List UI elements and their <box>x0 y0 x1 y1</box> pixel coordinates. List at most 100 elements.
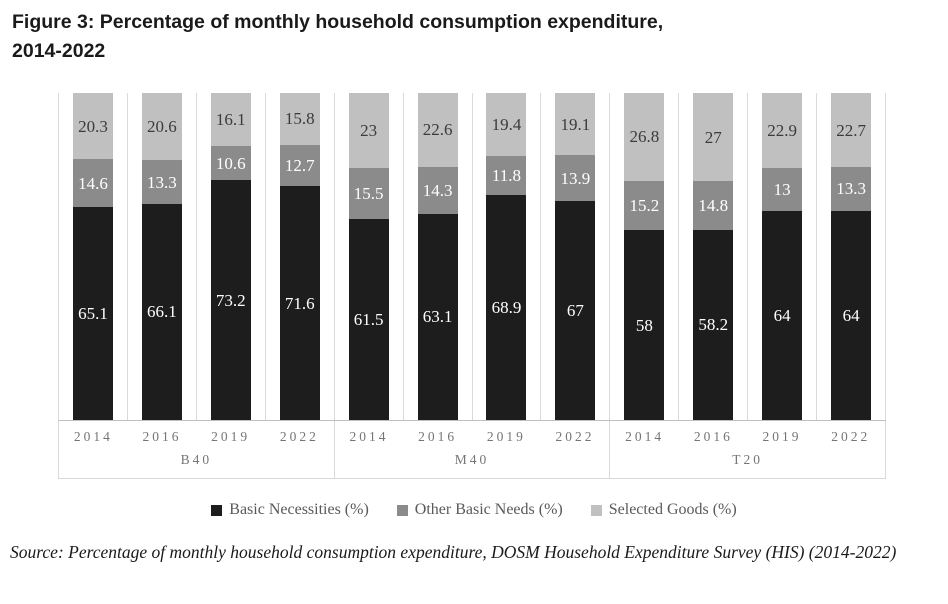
legend-item: Selected Goods (%) <box>590 501 737 519</box>
bar-value-label: 71.6 <box>284 293 315 313</box>
axis-year-label: 2014 <box>73 428 113 444</box>
bar-value-label: 13.3 <box>836 179 866 199</box>
stacked-bar-t20-2019: 22.9 13 64 <box>762 93 803 420</box>
axis-year-label: 2014 <box>625 428 665 444</box>
stacked-bar-b40-2014: 20.3 14.6 65.1 <box>72 93 113 420</box>
bar-value-label: 23 <box>360 121 378 141</box>
bar-slot-t20-2022: 22.7 13.3 64 <box>817 93 887 420</box>
legend-label: Selected Goods (%) <box>608 501 737 518</box>
axis-year-label: 2019 <box>211 428 251 444</box>
bar-value-label: 14.6 <box>78 173 108 193</box>
legend-marker-icon <box>211 504 223 516</box>
bar-segment: 13.3 <box>141 160 182 204</box>
bar-segment: 13 <box>762 167 803 211</box>
bar-value-label: 20.6 <box>147 117 177 137</box>
figure-title-line2: 2014-2022 <box>12 40 106 62</box>
bar-value-label: 13 <box>773 179 791 199</box>
bar-segment: 15.8 <box>279 93 320 145</box>
bar-slot-m40-2016: 22.6 14.3 63.1 <box>404 93 473 420</box>
bar-value-label: 58 <box>635 315 653 335</box>
bar-segment: 66.1 <box>141 203 182 420</box>
bar-segment: 19.1 <box>555 93 596 156</box>
bar-slot-t20-2019: 22.9 13 64 <box>748 93 818 420</box>
bar-value-label: 22.6 <box>422 120 453 140</box>
bar-slot-b40-2022: 15.8 12.7 71.6 <box>266 93 335 420</box>
source-note-line1: Source: Percentage of monthly household … <box>10 542 762 562</box>
axis-year-label: 2016 <box>142 428 182 444</box>
bar-value-label: 22.9 <box>767 120 798 140</box>
bar-segment: 64 <box>831 210 872 420</box>
bar-segment: 14.3 <box>417 166 458 214</box>
figure-title-line1: Figure 3: Percentage of monthly househol… <box>12 11 664 33</box>
bar-segment: 10.6 <box>210 145 251 181</box>
bar-value-label: 19.1 <box>560 114 591 134</box>
legend-label: Basic Necessities (%) <box>229 501 369 518</box>
bar-value-label: 20.3 <box>78 116 108 136</box>
legend-label: Other Basic Needs (%) <box>414 501 563 518</box>
source-note-line2: (HIS) (2014-2022) <box>765 542 897 562</box>
bar-segment: 63.1 <box>417 213 458 420</box>
bar-segment: 14.8 <box>693 181 734 230</box>
bar-segment: 67 <box>555 200 596 420</box>
chart-legend: Basic Necessities (%) Other Basic Needs (… <box>0 501 948 519</box>
bar-value-label: 15.8 <box>284 109 315 129</box>
bar-value-label: 67 <box>566 300 584 320</box>
bar-value-label: 11.8 <box>491 166 522 186</box>
figure-title: Figure 3: Percentage of monthly househol… <box>12 8 712 66</box>
axis-year-label: 2022 <box>279 428 319 444</box>
bar-segment: 73.2 <box>210 180 251 420</box>
axis-group-b40: 2014 2016 2019 2022 B40 <box>59 421 335 478</box>
bar-value-label: 73.2 <box>215 290 246 310</box>
bar-segment: 58 <box>624 230 665 420</box>
bar-slot-m40-2019: 19.4 11.8 68.9 <box>473 93 542 420</box>
axis-year-label: 2019 <box>486 428 526 444</box>
bar-value-label: 64 <box>842 305 860 325</box>
bar-slot-b40-2019: 16.1 10.6 73.2 <box>197 93 266 420</box>
bar-segment: 64 <box>762 210 803 420</box>
bar-slot-m40-2022: 19.1 13.9 67 <box>541 93 611 420</box>
axis-group-t20: 2014 2016 2019 2022 T20 <box>610 421 887 478</box>
bar-segment: 68.9 <box>486 194 527 420</box>
bar-segment: 27 <box>693 93 734 182</box>
bar-slot-b40-2014: 20.3 14.6 65.1 <box>59 93 128 420</box>
axis-year-label: 2014 <box>349 428 389 444</box>
bar-slot-b40-2016: 20.6 13.3 66.1 <box>128 93 197 420</box>
bar-segment: 12.7 <box>279 144 320 187</box>
bar-value-label: 26.8 <box>629 127 660 147</box>
bar-value-label: 63.1 <box>422 307 453 327</box>
bar-segment: 16.1 <box>210 93 251 146</box>
axis-group-m40: 2014 2016 2019 2022 M40 <box>335 421 611 478</box>
axis-year-label: 2019 <box>762 428 802 444</box>
bar-segment: 65.1 <box>72 207 113 420</box>
bar-value-label: 14.8 <box>698 195 729 215</box>
stacked-bar-m40-2016: 22.6 14.3 63.1 <box>417 93 458 420</box>
bar-value-label: 19.4 <box>491 115 522 135</box>
bar-segment: 22.9 <box>762 93 803 168</box>
bar-segment: 20.3 <box>72 93 113 160</box>
stacked-bar-t20-2022: 22.7 13.3 64 <box>831 93 872 420</box>
axis-years-row: 2014 2016 2019 2022 <box>610 421 885 452</box>
bar-segment: 23 <box>348 93 389 169</box>
stacked-bar-b40-2019: 16.1 10.6 73.2 <box>210 93 251 420</box>
bar-segment: 22.7 <box>831 93 872 168</box>
bar-value-label: 27 <box>704 127 722 147</box>
bar-segment: 13.3 <box>831 167 872 211</box>
stacked-bar-t20-2014: 26.8 15.2 58 <box>624 93 665 420</box>
bar-value-label: 13.9 <box>560 168 591 188</box>
bar-value-label: 14.3 <box>422 180 453 200</box>
category-axis: 2014 2016 2019 2022 B40 2014 2016 2019 2022 M40 20… <box>58 420 887 479</box>
bar-value-label: 12.7 <box>284 155 315 175</box>
stacked-bar-m40-2019: 19.4 11.8 68.9 <box>486 93 527 420</box>
plot-area: 20.3 14.6 65.1 20.6 13.3 66.1 16.1 10.6 73.2 15.8… <box>58 93 887 420</box>
bar-value-label: 58.2 <box>698 315 729 335</box>
bar-slot-t20-2016: 27 14.8 58.2 <box>679 93 749 420</box>
bar-slot-m40-2014: 23 15.5 61.5 <box>335 93 404 420</box>
legend-marker-icon <box>590 504 602 516</box>
axis-years-row: 2014 2016 2019 2022 <box>59 421 334 452</box>
bar-value-label: 10.6 <box>215 153 246 173</box>
bar-value-label: 22.7 <box>836 120 866 140</box>
bar-segment: 22.6 <box>417 93 458 167</box>
bar-segment: 71.6 <box>279 186 320 420</box>
axis-group-label: T20 <box>732 452 764 467</box>
